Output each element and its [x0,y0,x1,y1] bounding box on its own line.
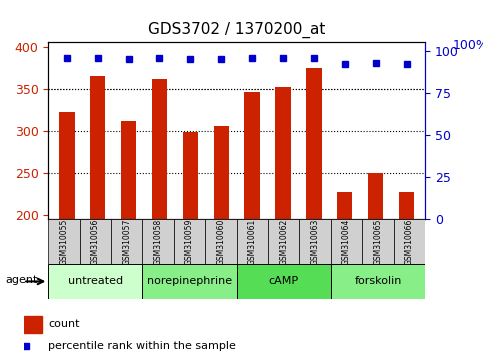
Text: GSM310055: GSM310055 [59,218,69,265]
Text: GSM310061: GSM310061 [248,218,257,265]
Title: GDS3702 / 1370200_at: GDS3702 / 1370200_at [148,22,326,38]
Text: GSM310056: GSM310056 [91,218,100,265]
Text: norepinephrine: norepinephrine [147,276,232,286]
Text: GSM310065: GSM310065 [373,218,383,265]
Bar [337,192,353,219]
Text: GSM310062: GSM310062 [279,218,288,265]
Text: GSM310066: GSM310066 [405,218,414,265]
Bar [90,76,105,219]
FancyBboxPatch shape [205,219,237,264]
FancyBboxPatch shape [142,264,237,299]
FancyBboxPatch shape [142,219,174,264]
Text: percentile rank within the sample: percentile rank within the sample [48,341,236,350]
Bar [24,316,42,333]
Text: untreated: untreated [68,276,123,286]
Text: forskolin: forskolin [354,276,402,286]
Y-axis label: 100%: 100% [452,39,483,52]
Text: GSM310063: GSM310063 [311,218,320,265]
Text: GSM310059: GSM310059 [185,218,194,265]
Bar [306,68,322,219]
Bar [399,192,414,219]
Bar [213,126,229,219]
Bar [59,112,74,219]
FancyBboxPatch shape [111,219,142,264]
Text: cAMP: cAMP [269,276,299,286]
FancyBboxPatch shape [48,219,80,264]
FancyBboxPatch shape [80,219,111,264]
Text: count: count [48,319,80,329]
Text: agent: agent [6,275,38,285]
Text: GSM310064: GSM310064 [342,218,351,265]
Bar [275,87,291,219]
Text: GSM310057: GSM310057 [122,218,131,265]
Text: GSM310058: GSM310058 [154,218,163,265]
FancyBboxPatch shape [299,219,331,264]
Bar [121,121,136,219]
FancyBboxPatch shape [268,219,299,264]
FancyBboxPatch shape [174,219,205,264]
FancyBboxPatch shape [394,219,425,264]
FancyBboxPatch shape [331,264,425,299]
FancyBboxPatch shape [237,264,331,299]
FancyBboxPatch shape [48,264,142,299]
FancyBboxPatch shape [237,219,268,264]
FancyBboxPatch shape [362,219,394,264]
Bar [183,132,198,219]
Bar [152,79,167,219]
Bar [244,92,260,219]
Bar [368,173,384,219]
FancyBboxPatch shape [331,219,362,264]
Text: GSM310060: GSM310060 [216,218,226,265]
